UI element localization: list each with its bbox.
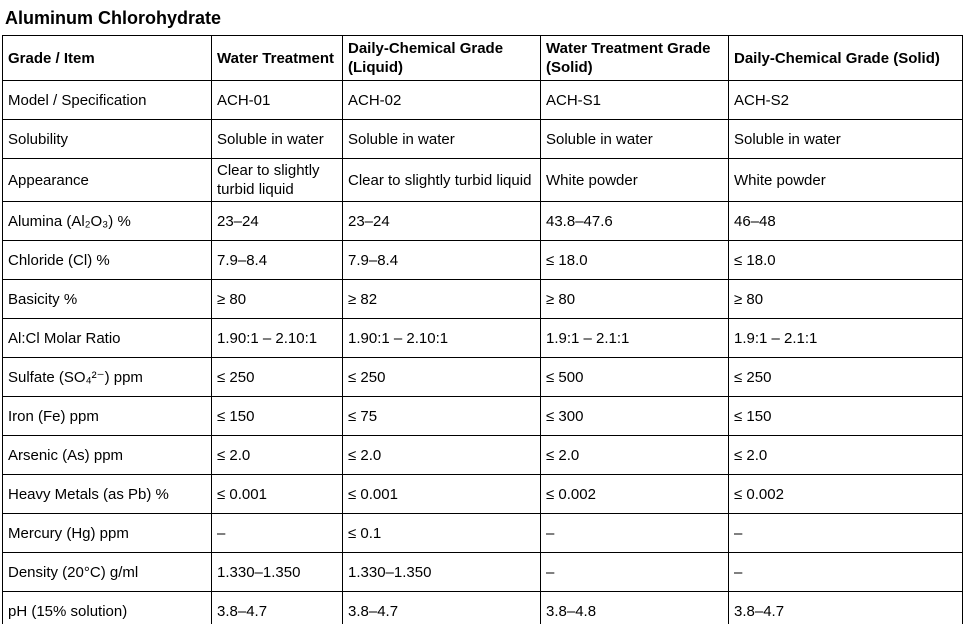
table-row: Model / Specification ACH-01 ACH-02 ACH-S1 A… xyxy=(2,80,963,120)
value-cell: 1.330–1.350 xyxy=(211,552,343,592)
table-row: Arsenic (As) ppm ≤ 2.0 ≤ 2.0 ≤ 2.0 ≤ 2.0 xyxy=(2,435,963,475)
value-cell: ≤ 2.0 xyxy=(211,435,343,475)
table-row: Mercury (Hg) ppm – ≤ 0.1– – xyxy=(2,513,963,553)
column-header: Grade / Item xyxy=(2,35,212,81)
row-label-cell: Chloride (Cl) % xyxy=(2,240,212,280)
value-cell: ≤ 500 xyxy=(540,357,729,397)
table-row: Al:Cl Molar Ratio 1.90:1 – 2.10:1 1.90:1 –… xyxy=(2,318,963,358)
value-cell: 1.90:1 – 2.10:1 xyxy=(342,318,541,358)
value-cell: 1.9:1 – 2.1:1 xyxy=(728,318,963,358)
row-label-cell: Model / Specification xyxy=(2,80,212,120)
header-row: Grade / Item Water Treatment Daily-Chemica… xyxy=(2,35,963,81)
row-label-cell: Al:Cl Molar Ratio xyxy=(2,318,212,358)
value-cell: 46–48 xyxy=(728,201,963,241)
value-cell: – xyxy=(540,552,729,592)
value-cell: Clear to slightly turbid liquid xyxy=(211,158,343,202)
row-label-cell: Solubility xyxy=(2,119,212,159)
value-cell: Soluble in water xyxy=(211,119,343,159)
value-cell: ACH-02 xyxy=(342,80,541,120)
table-row: Heavy Metals (as Pb) % ≤ 0.001 ≤ 0.001 ≤ 0.… xyxy=(2,474,963,514)
value-cell: ≤ 150 xyxy=(728,396,963,436)
value-cell: 7.9–8.4 xyxy=(211,240,343,280)
value-cell: 3.8–4.8 xyxy=(540,591,729,624)
value-cell: ACH-S1 xyxy=(540,80,729,120)
row-label-cell: Appearance xyxy=(2,158,212,202)
value-cell: ≤ 0.001 xyxy=(211,474,343,514)
column-header: Daily-Chemical Grade (Liquid) xyxy=(342,35,541,81)
value-cell: ≤ 0.002 xyxy=(540,474,729,514)
page-title: Aluminum Chlorohydrate xyxy=(5,8,222,28)
value-cell: Soluble in water xyxy=(540,119,729,159)
value-cell: 1.90:1 – 2.10:1 xyxy=(211,318,343,358)
value-cell: ≤ 18.0 xyxy=(540,240,729,280)
column-header: Water Treatment Grade (Solid) xyxy=(540,35,729,81)
value-cell: ≤ 0.002 xyxy=(728,474,963,514)
value-cell: ≤ 75 xyxy=(342,396,541,436)
column-header: Water Treatment xyxy=(211,35,343,81)
value-cell: 3.8–4.7 xyxy=(211,591,343,624)
value-cell: White powder xyxy=(728,158,963,202)
value-cell: ≤ 250 xyxy=(211,357,343,397)
table-row: Solubility Soluble in water Soluble in wat… xyxy=(2,119,963,159)
value-cell: ≤ 300 xyxy=(540,396,729,436)
value-cell: ACH-01 xyxy=(211,80,343,120)
table-row: Density (20°C) g/ml 1.330–1.350 1.330–1.35… xyxy=(2,552,963,592)
product-spec-table: Grade / Item Water Treatment Daily-Chemica… xyxy=(2,35,963,624)
table-body: Model / Specification ACH-01 ACH-02 ACH-S1 A… xyxy=(2,80,963,624)
row-label-cell: Basicity % xyxy=(2,279,212,319)
table-row: Basicity % ≥ 80 ≥ 82 ≥ 80 ≥ 80 xyxy=(2,279,963,319)
table-row: Chloride (Cl) % 7.9–8.4 7.9–8.4 ≤ 18.0 ≤ 18.… xyxy=(2,240,963,280)
value-cell: ≤ 2.0 xyxy=(540,435,729,475)
table-row: pH (15% solution) 3.8–4.7 3.8–4.7 3.8–4.8 3.… xyxy=(2,591,963,624)
value-cell: – xyxy=(211,513,343,553)
value-cell: Soluble in water xyxy=(342,119,541,159)
table-row: Sulfate (SO₄²⁻) ppm ≤ 250 ≤ 250 ≤ 500 ≤ 250 xyxy=(2,357,963,397)
column-header: Daily-Chemical Grade (Solid) xyxy=(728,35,963,81)
value-cell: ≤ 2.0 xyxy=(342,435,541,475)
value-cell: 23–24 xyxy=(342,201,541,241)
value-cell: – xyxy=(728,552,963,592)
row-label-cell: Alumina (Al₂O₃) % xyxy=(2,201,212,241)
value-cell: 3.8–4.7 xyxy=(342,591,541,624)
value-cell: ≤ 18.0 xyxy=(728,240,963,280)
value-cell: 3.8–4.7 xyxy=(728,591,963,624)
value-cell: – xyxy=(728,513,963,553)
value-cell: ≤ 150 xyxy=(211,396,343,436)
value-cell: – xyxy=(540,513,729,553)
value-cell: ACH-S2 xyxy=(728,80,963,120)
table-row: Alumina (Al₂O₃) % 23–24 23–24 43.8–47.6 46–4… xyxy=(2,201,963,241)
value-cell: ≥ 80 xyxy=(540,279,729,319)
row-label-cell: Heavy Metals (as Pb) % xyxy=(2,474,212,514)
value-cell: ≤ 250 xyxy=(728,357,963,397)
value-cell: ≤ 250 xyxy=(342,357,541,397)
value-cell: ≥ 80 xyxy=(211,279,343,319)
value-cell: 7.9–8.4 xyxy=(342,240,541,280)
value-cell: Soluble in water xyxy=(728,119,963,159)
row-label-cell: Iron (Fe) ppm xyxy=(2,396,212,436)
value-cell: 1.330–1.350 xyxy=(342,552,541,592)
value-cell: ≤ 0.1 xyxy=(342,513,541,553)
row-label-cell: Density (20°C) g/ml xyxy=(2,552,212,592)
row-label-cell: pH (15% solution) xyxy=(2,591,212,624)
value-cell: Clear to slightly turbid liquid xyxy=(342,158,541,202)
value-cell: ≥ 82 xyxy=(342,279,541,319)
value-cell: 43.8–47.6 xyxy=(540,201,729,241)
table-row: Iron (Fe) ppm ≤ 150 ≤ 75 ≤ 300 ≤ 150 xyxy=(2,396,963,436)
value-cell: 1.9:1 – 2.1:1 xyxy=(540,318,729,358)
value-cell: ≤ 2.0 xyxy=(728,435,963,475)
table-header: Grade / Item Water Treatment Daily-Chemica… xyxy=(2,35,963,81)
value-cell: 23–24 xyxy=(211,201,343,241)
row-label-cell: Arsenic (As) ppm xyxy=(2,435,212,475)
table-row: Appearance Clear to slightly turbid liqui… xyxy=(2,158,963,202)
row-label-cell: Mercury (Hg) ppm xyxy=(2,513,212,553)
row-label-cell: Sulfate (SO₄²⁻) ppm xyxy=(2,357,212,397)
value-cell: ≤ 0.001 xyxy=(342,474,541,514)
value-cell: ≥ 80 xyxy=(728,279,963,319)
value-cell: White powder xyxy=(540,158,729,202)
